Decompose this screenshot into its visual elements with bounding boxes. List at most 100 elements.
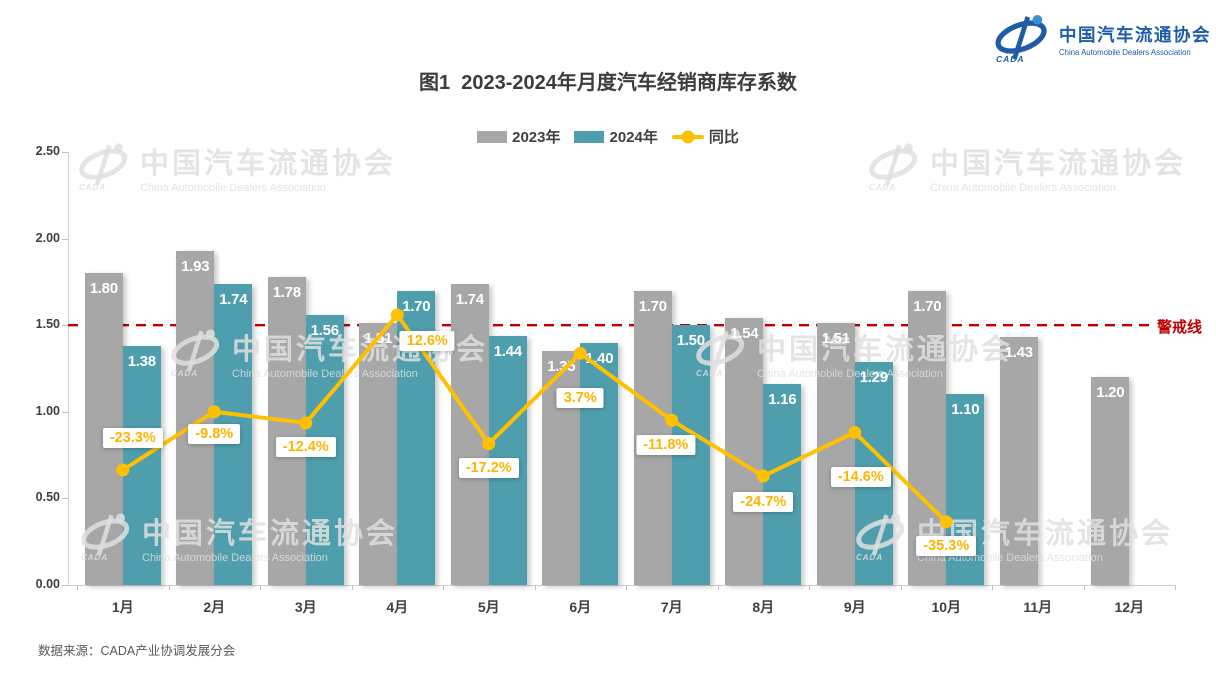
yoy-label: -11.8% [636,435,696,456]
yoy-marker-icon [848,425,862,439]
watermark-logo-icon: CADA [868,142,922,192]
watermark-acronym: CADA [696,369,724,378]
bar-value-label: 1.10 [951,401,980,419]
watermark-acronym: CADA [171,369,199,378]
yoy-label: -17.2% [458,457,519,478]
x-axis-tick [626,585,627,590]
watermark: CADA 中国汽车流通协会 China Automobile Dealers A… [80,510,398,564]
yoy-label: -23.3% [102,428,163,448]
watermark-logo-icon: CADA [78,142,132,192]
cada-logo: CADA 中国汽车流通协会 China Automobile Dealers A… [994,14,1211,64]
yoy-label: 3.7% [556,388,604,409]
x-axis-tick [900,585,902,590]
yoy-marker-icon [756,469,770,483]
bar-value-label: 1.51 [821,330,850,348]
yoy-marker-icon [573,346,587,360]
legend-item-2023: 2023年 [477,126,560,147]
cada-swoosh-icon [81,513,130,556]
x-axis-tick [1175,585,1176,590]
legend-label-2023: 2023年 [512,129,561,146]
yoy-marker-icon [939,515,953,529]
y-axis-tick [62,498,68,500]
cada-logo-name-en: China Automobile Dealers Association [1059,47,1191,57]
legend-item-yoy: 同比 [671,126,739,147]
yoy-label: -24.7% [733,492,794,513]
legend-swatch-2024 [574,130,605,143]
cada-swoosh-icon [696,329,745,372]
bar-value-label: 1.56 [310,321,339,339]
watermark-name-cn: 中国汽车流通协会 [757,334,1014,366]
bar-2024 [763,384,802,585]
yoy-marker-icon [299,416,313,430]
yoy-marker-icon [116,463,130,477]
x-axis-label: 3月 [294,599,317,615]
data-source: 数据来源：CADA产业协调发展分会 [38,644,236,658]
legend-label-yoy: 同比 [708,129,739,146]
watermark-logo-icon: CADA [170,328,224,378]
x-axis-label: 10月 [931,599,962,615]
bar-value-label: 1.29 [859,368,888,386]
cada-logo-name-cn: 中国汽车流通协会 [1059,24,1211,45]
bar-2023 [999,337,1038,585]
bar-2023 [359,323,398,585]
x-axis-label: 11月 [1023,599,1053,615]
chart-title: 图1 2023-2024年月度汽车经销商库存系数 [419,72,797,94]
y-axis-tick [62,152,68,153]
bar-value-label: 1.44 [493,342,522,360]
bar-value-label: 1.74 [219,290,248,308]
watermark-name-en: China Automobile Dealers Association [757,368,943,380]
bar-2023 [1091,377,1130,585]
legend: 2023年 2024年 同比 [0,126,1216,147]
bar-value-label: 1.70 [638,297,667,315]
x-axis-tick [809,585,810,590]
x-axis-tick [168,585,170,590]
x-axis-label: 4月 [386,599,409,615]
y-axis-label: 2.50 [35,144,60,158]
watermark-name-cn: 中国汽车流通协会 [142,518,399,550]
bar-value-label: 1.20 [1096,384,1125,402]
watermark-name-en: China Automobile Dealers Association [930,182,1116,194]
watermark-name-cn: 中国汽车流通协会 [140,148,397,180]
watermark-logo-icon: CADA [80,512,134,562]
cada-swoosh-icon [856,513,905,556]
bar-2023 [725,318,764,585]
y-axis-tick [62,585,68,586]
bar-value-label: 1.16 [768,391,797,409]
watermark-acronym: CADA [81,553,109,562]
cada-logo-mark: CADA [994,14,1052,64]
watermark-name-en: China Automobile Dealers Association [232,368,418,380]
bar-2023 [267,276,306,585]
y-axis-label: 1.00 [35,403,60,418]
yoy-label: -14.6% [830,467,891,488]
x-axis-tick [443,585,444,590]
yoy-marker-icon [390,308,404,322]
x-axis-tick [717,585,719,590]
x-axis-tick [1083,585,1085,590]
x-axis-line [68,585,1176,586]
yoy-label: 12.6% [399,330,455,351]
cada-swoosh-icon [171,329,220,372]
cada-logo-icon [995,14,1047,60]
watermark: CADA 中国汽车流通协会 China Automobile Dealers A… [695,326,1013,380]
bar-value-label: 1.54 [730,325,759,343]
watermark-name-en: China Automobile Dealers Association [142,552,328,564]
x-axis-tick [260,585,261,590]
yoy-label: -35.3% [916,535,977,556]
legend-item-2024: 2024年 [574,126,658,147]
legend-dot-icon [681,130,695,143]
legend-swatch-2023 [477,130,508,143]
legend-label-2024: 2024年 [609,129,658,146]
x-axis-label: 5月 [477,599,500,615]
watermark-logo-icon: CADA [855,512,909,562]
y-axis-label: 1.50 [35,317,60,332]
x-axis-label: 8月 [752,599,775,615]
x-axis-tick [992,585,993,590]
cada-swoosh-icon [869,143,918,186]
bar-2024 [580,342,619,585]
x-axis-label: 7月 [660,599,683,615]
x-axis-tick [351,585,353,590]
x-axis-label: 1月 [111,599,134,615]
